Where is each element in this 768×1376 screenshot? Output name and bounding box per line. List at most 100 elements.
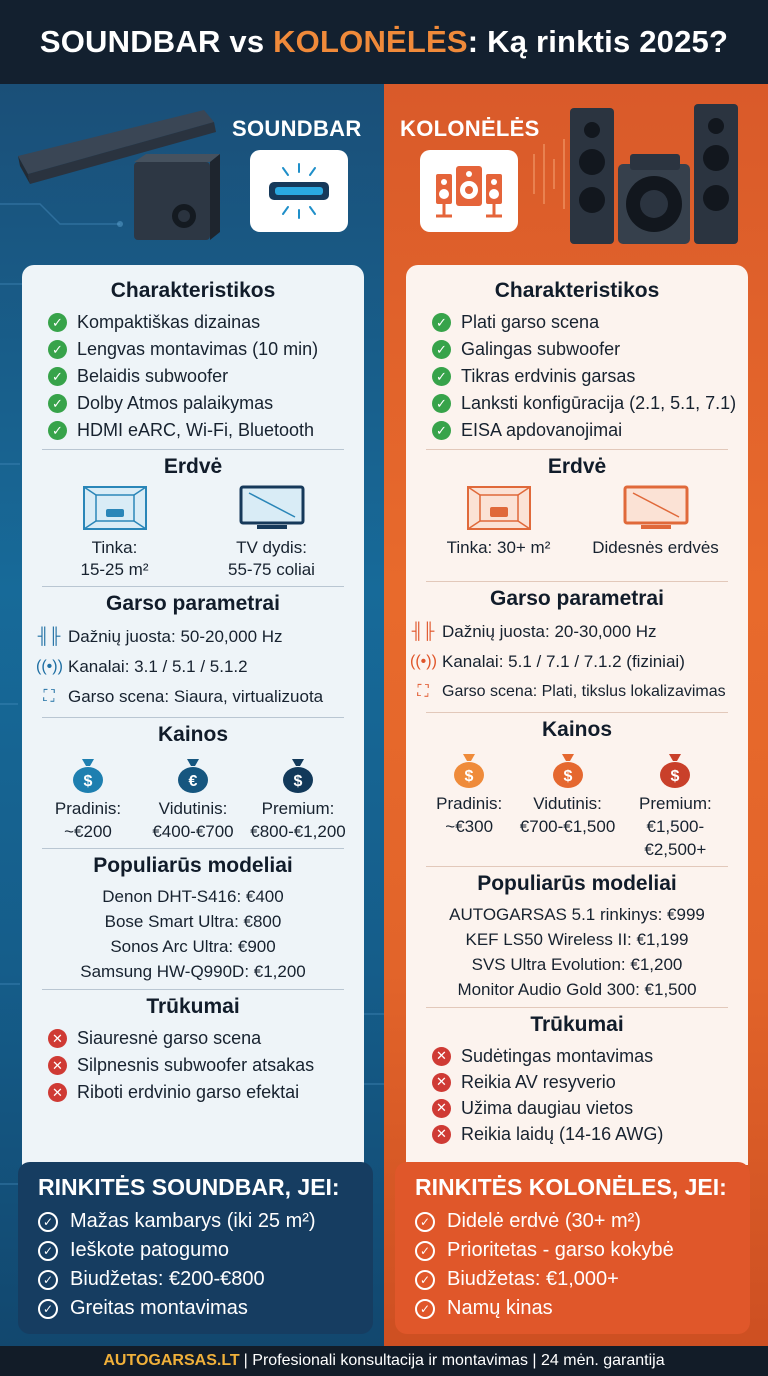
check-icon: ✓ xyxy=(48,394,67,413)
list-item: Denon DHT-S416: €400 xyxy=(102,887,284,906)
money-bag-icon: $ xyxy=(454,754,485,788)
divider xyxy=(42,449,344,450)
speakers-card: Charakteristikos ✓ Plati garso scena ✓ Gal… xyxy=(406,265,748,1165)
soundstage-icon: ⛶ xyxy=(43,688,55,705)
choose-soundbar-box: RINKITĖS SOUNDBAR, JEI: ✓ Mažas kambarys … xyxy=(18,1162,373,1334)
tv-icon xyxy=(239,485,304,529)
list-item: ✕ Riboti erdvinio garso efektai xyxy=(36,1079,350,1106)
footer-text: | Profesionali konsultacija ir montavima… xyxy=(243,1352,665,1369)
list-item: ✓ Namų kinas xyxy=(415,1294,730,1323)
price-mid: $ Vidutinis: €700-€1,500 xyxy=(518,748,616,861)
space-row: Tinka: 30+ m² Didesnės erdvės xyxy=(420,485,734,559)
list-item: ✕ Reikia laidų (14-16 AWG) xyxy=(420,1121,734,1147)
list-item: ✓ Plati garso scena xyxy=(420,309,734,336)
left-side-title: SOUNDBAR xyxy=(232,116,362,141)
price-basic: $ Pradinis: ~€200 xyxy=(36,753,140,843)
svg-text:$: $ xyxy=(465,768,474,785)
soundbar-illustration-icon xyxy=(18,110,220,240)
list-item: ✓ Ieškote patogumo xyxy=(38,1236,353,1265)
title-kolonelesx: KOLONĖLĖS xyxy=(273,24,468,59)
footer-brand[interactable]: AUTOGARSAS.LT xyxy=(103,1352,240,1369)
check-icon: ✓ xyxy=(432,313,451,332)
divider xyxy=(426,866,728,867)
choose-speakers-title: RINKITĖS KOLONĖLES, JEI: xyxy=(415,1174,727,1200)
cross-icon: ✕ xyxy=(432,1072,451,1092)
check-circle-icon: ✓ xyxy=(38,1211,58,1232)
list-item: ✓ HDMI eARC, Wi-Fi, Bluetooth xyxy=(36,417,350,444)
money-bag-icon: $ xyxy=(552,754,583,788)
list-item: ⛶ Garso scena: Plati, tikslus lokalizavim… xyxy=(410,677,734,707)
params-title: Garso parametrai xyxy=(490,587,664,610)
list-item: ✕ Sudėtingas montavimas xyxy=(420,1043,734,1069)
params-title: Garso parametrai xyxy=(106,592,280,615)
svg-text:€: € xyxy=(189,773,198,790)
divider xyxy=(426,449,728,450)
check-icon: ✓ xyxy=(432,421,451,440)
divider xyxy=(42,586,344,587)
list-item: ✓ Tikras erdvinis garsas xyxy=(420,363,734,390)
divider xyxy=(42,717,344,718)
check-circle-icon: ✓ xyxy=(38,1240,58,1261)
list-item: ✓ Lanksti konfigūracija (2.1, 5.1, 7.1) xyxy=(420,390,736,417)
check-icon: ✓ xyxy=(48,340,67,359)
list-item: ✓ Prioritetas - garso kokybė xyxy=(415,1236,730,1265)
list-item: ✓ EISA apdovanojimai xyxy=(420,417,734,444)
list-item: KEF LS50 Wireless II: €1,199 xyxy=(465,930,689,949)
space-title: Erdvė xyxy=(163,455,223,478)
cons-title: Trūkumai xyxy=(146,995,240,1018)
home-theater-room-icon xyxy=(466,486,531,530)
divider xyxy=(426,581,728,582)
soundbar-card: Charakteristikos ✓ Kompaktiškas dizainas … xyxy=(22,265,364,1165)
list-item: ((•)) Kanalai: 3.1 / 5.1 / 5.1.2 xyxy=(36,657,248,676)
check-circle-icon: ✓ xyxy=(415,1211,435,1232)
list-item: ✓ Lengvas montavimas (10 min) xyxy=(36,336,350,363)
money-bag-icon: € xyxy=(178,759,208,793)
waveform-icon: ╢╟ xyxy=(37,628,61,645)
right-side-title: KOLONĖLĖS xyxy=(400,116,540,141)
price-row: $ Pradinis: ~€200 € Vidutinis: €400-€700… xyxy=(36,753,350,843)
cross-icon: ✕ xyxy=(48,1056,67,1075)
title-question: : Ką rinktis 2025? xyxy=(467,24,729,59)
prices-title: Kainos xyxy=(541,718,612,741)
money-bag-icon: $ xyxy=(660,754,691,788)
money-bag-icon: $ xyxy=(73,759,103,793)
features-list: ✓ Kompaktiškas dizainas ✓ Lengvas montavim… xyxy=(36,309,350,444)
features-list: ✓ Plati garso scena ✓ Galingas subwoofer ✓… xyxy=(420,309,736,444)
list-item: ✕ Silpnesnis subwoofer atsakas xyxy=(36,1052,350,1079)
cross-icon: ✕ xyxy=(432,1046,451,1066)
list-item: ✓ Dolby Atmos palaikymas xyxy=(36,390,350,417)
waveform-icon: ╢╟ xyxy=(411,623,435,640)
channels-icon: ((•)) xyxy=(410,653,437,670)
space-screen: Didesnės erdvės xyxy=(581,485,731,559)
divider xyxy=(42,848,344,849)
check-icon: ✓ xyxy=(48,367,67,386)
large-screen-icon xyxy=(623,485,688,529)
price-mid: € Vidutinis: €400-€700 xyxy=(141,753,245,843)
check-circle-icon: ✓ xyxy=(415,1240,435,1261)
header: SOUNDBAR vs KOLONĖLĖS: Ką rinktis 2025? xyxy=(0,0,768,84)
space-room: Tinka: 15-25 m² xyxy=(40,485,190,581)
space-title: Erdvė xyxy=(547,455,607,478)
check-icon: ✓ xyxy=(48,421,67,440)
list-item: Samsung HW-Q990D: €1,200 xyxy=(80,962,306,981)
list-item: ✓ Belaidis subwoofer xyxy=(36,363,350,390)
list-item: ✕ Užima daugiau vietos xyxy=(420,1095,734,1121)
room-icon xyxy=(82,486,147,530)
list-item: ✓ Biudžetas: €1,000+ xyxy=(415,1265,730,1294)
list-item: ✓ Biudžetas: €200-€800 xyxy=(38,1265,353,1294)
check-icon: ✓ xyxy=(432,367,451,386)
list-item: ✕ Siauresnė garso scena xyxy=(36,1025,350,1052)
svg-text:$: $ xyxy=(671,768,680,785)
price-basic: $ Pradinis: ~€300 xyxy=(420,748,518,861)
check-icon: ✓ xyxy=(432,394,451,413)
features-title: Charakteristikos xyxy=(494,279,660,302)
list-item: Monitor Audio Gold 300: €1,500 xyxy=(457,980,697,999)
choose-soundbar-title: RINKITĖS SOUNDBAR, JEI: xyxy=(38,1174,340,1200)
svg-text:$: $ xyxy=(563,768,572,785)
cross-icon: ✕ xyxy=(432,1124,451,1144)
soundstage-icon: ⛶ xyxy=(417,683,429,700)
channels-icon: ((•)) xyxy=(36,658,63,675)
list-item: AUTOGARSAS 5.1 rinkinys: €999 xyxy=(449,905,705,924)
svg-text:$: $ xyxy=(84,773,93,790)
money-bag-icon: $ xyxy=(283,759,313,793)
